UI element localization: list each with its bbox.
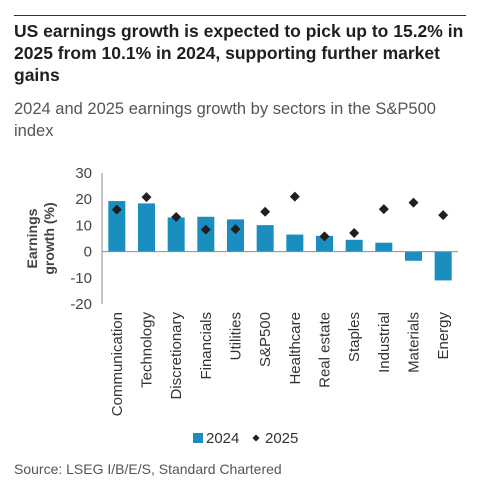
y-tick-label: 10 [75, 217, 92, 234]
x-tick-label: Utilities [228, 312, 245, 360]
marker-2025-discretionary [171, 212, 182, 223]
x-tick-label: Technology [139, 312, 156, 388]
bar-2024-real-estate [316, 235, 333, 252]
x-tick-label: Staples [346, 312, 363, 362]
x-tick-label: Healthcare [287, 312, 304, 385]
bar-2024-energy [434, 251, 452, 281]
marker-2025-energy [438, 210, 449, 221]
y-axis-title-line-2: growth (%) [41, 202, 57, 274]
y-tick-label: -10 [70, 270, 92, 287]
y-tick-label: 30 [75, 165, 92, 182]
bar-2024-materials [405, 251, 422, 261]
bar-2024-healthcare [286, 234, 304, 252]
y-tick-label: 20 [75, 191, 92, 208]
y-tick-label: -20 [70, 296, 92, 313]
x-tick-label: Materials [406, 312, 423, 373]
y-tick-label: 0 [84, 244, 92, 261]
x-tick-label: Financials [198, 312, 215, 380]
chart-subtitle: 2024 and 2025 earnings growth by sectors… [14, 100, 436, 140]
legend-swatch-2025 [252, 434, 260, 442]
marker-2025-staples [349, 227, 360, 238]
legend-swatch-2024 [193, 433, 203, 443]
marker-2025-communication [111, 204, 122, 215]
x-tick-label: Discretionary [168, 312, 185, 400]
y-axis-title-line-1: Earnings [24, 208, 40, 268]
markers-2025 [111, 191, 449, 242]
chart-title: US earnings growth is expected to pick u… [14, 21, 464, 85]
marker-2025-technology [141, 192, 152, 203]
legend: 2024 2025 [193, 430, 298, 447]
bars-2024 [108, 201, 452, 281]
marker-2025-financials [200, 224, 211, 235]
y-axis-title: Earnings growth (%) [24, 202, 57, 274]
earnings-chart: Earnings growth (%) 30 20 10 0 -10 -20 Communi… [24, 165, 458, 447]
bar-2024-utilities [227, 219, 244, 252]
chart-area: Earnings growth (%) 30 20 10 0 -10 -20 Communi… [0, 150, 480, 460]
marker-2025-s-p500 [260, 206, 271, 217]
bar-2024-discretionary [167, 217, 185, 252]
marker-2025-healthcare [289, 191, 300, 202]
x-tick-label: Energy [435, 312, 452, 360]
top-rule [14, 15, 466, 16]
marker-2025-utilities [230, 224, 241, 235]
bar-2024-industrial [375, 242, 393, 252]
marker-2025-materials [408, 197, 419, 208]
bar-2024-s-p500 [256, 225, 274, 252]
legend-label-2025: 2025 [265, 430, 298, 447]
x-tick-label: Industrial [376, 312, 393, 373]
y-tick-labels: 30 20 10 0 -10 -20 [70, 165, 92, 313]
bar-2024-staples [345, 239, 363, 252]
x-tick-label: Real estate [317, 312, 334, 388]
x-tick-labels: Communication Technology Discretionary Fina… [109, 312, 452, 417]
bar-2024-communication [108, 201, 126, 252]
x-tick-label: S&P500 [257, 312, 274, 367]
source-note: Source: LSEG I/B/E/S, Standard Chartered [14, 461, 282, 477]
x-tick-label: Communication [109, 312, 126, 416]
legend-label-2024: 2024 [206, 430, 239, 447]
bar-2024-technology [138, 203, 155, 252]
marker-2025-industrial [378, 204, 389, 215]
marker-2025-real-estate [319, 231, 330, 242]
